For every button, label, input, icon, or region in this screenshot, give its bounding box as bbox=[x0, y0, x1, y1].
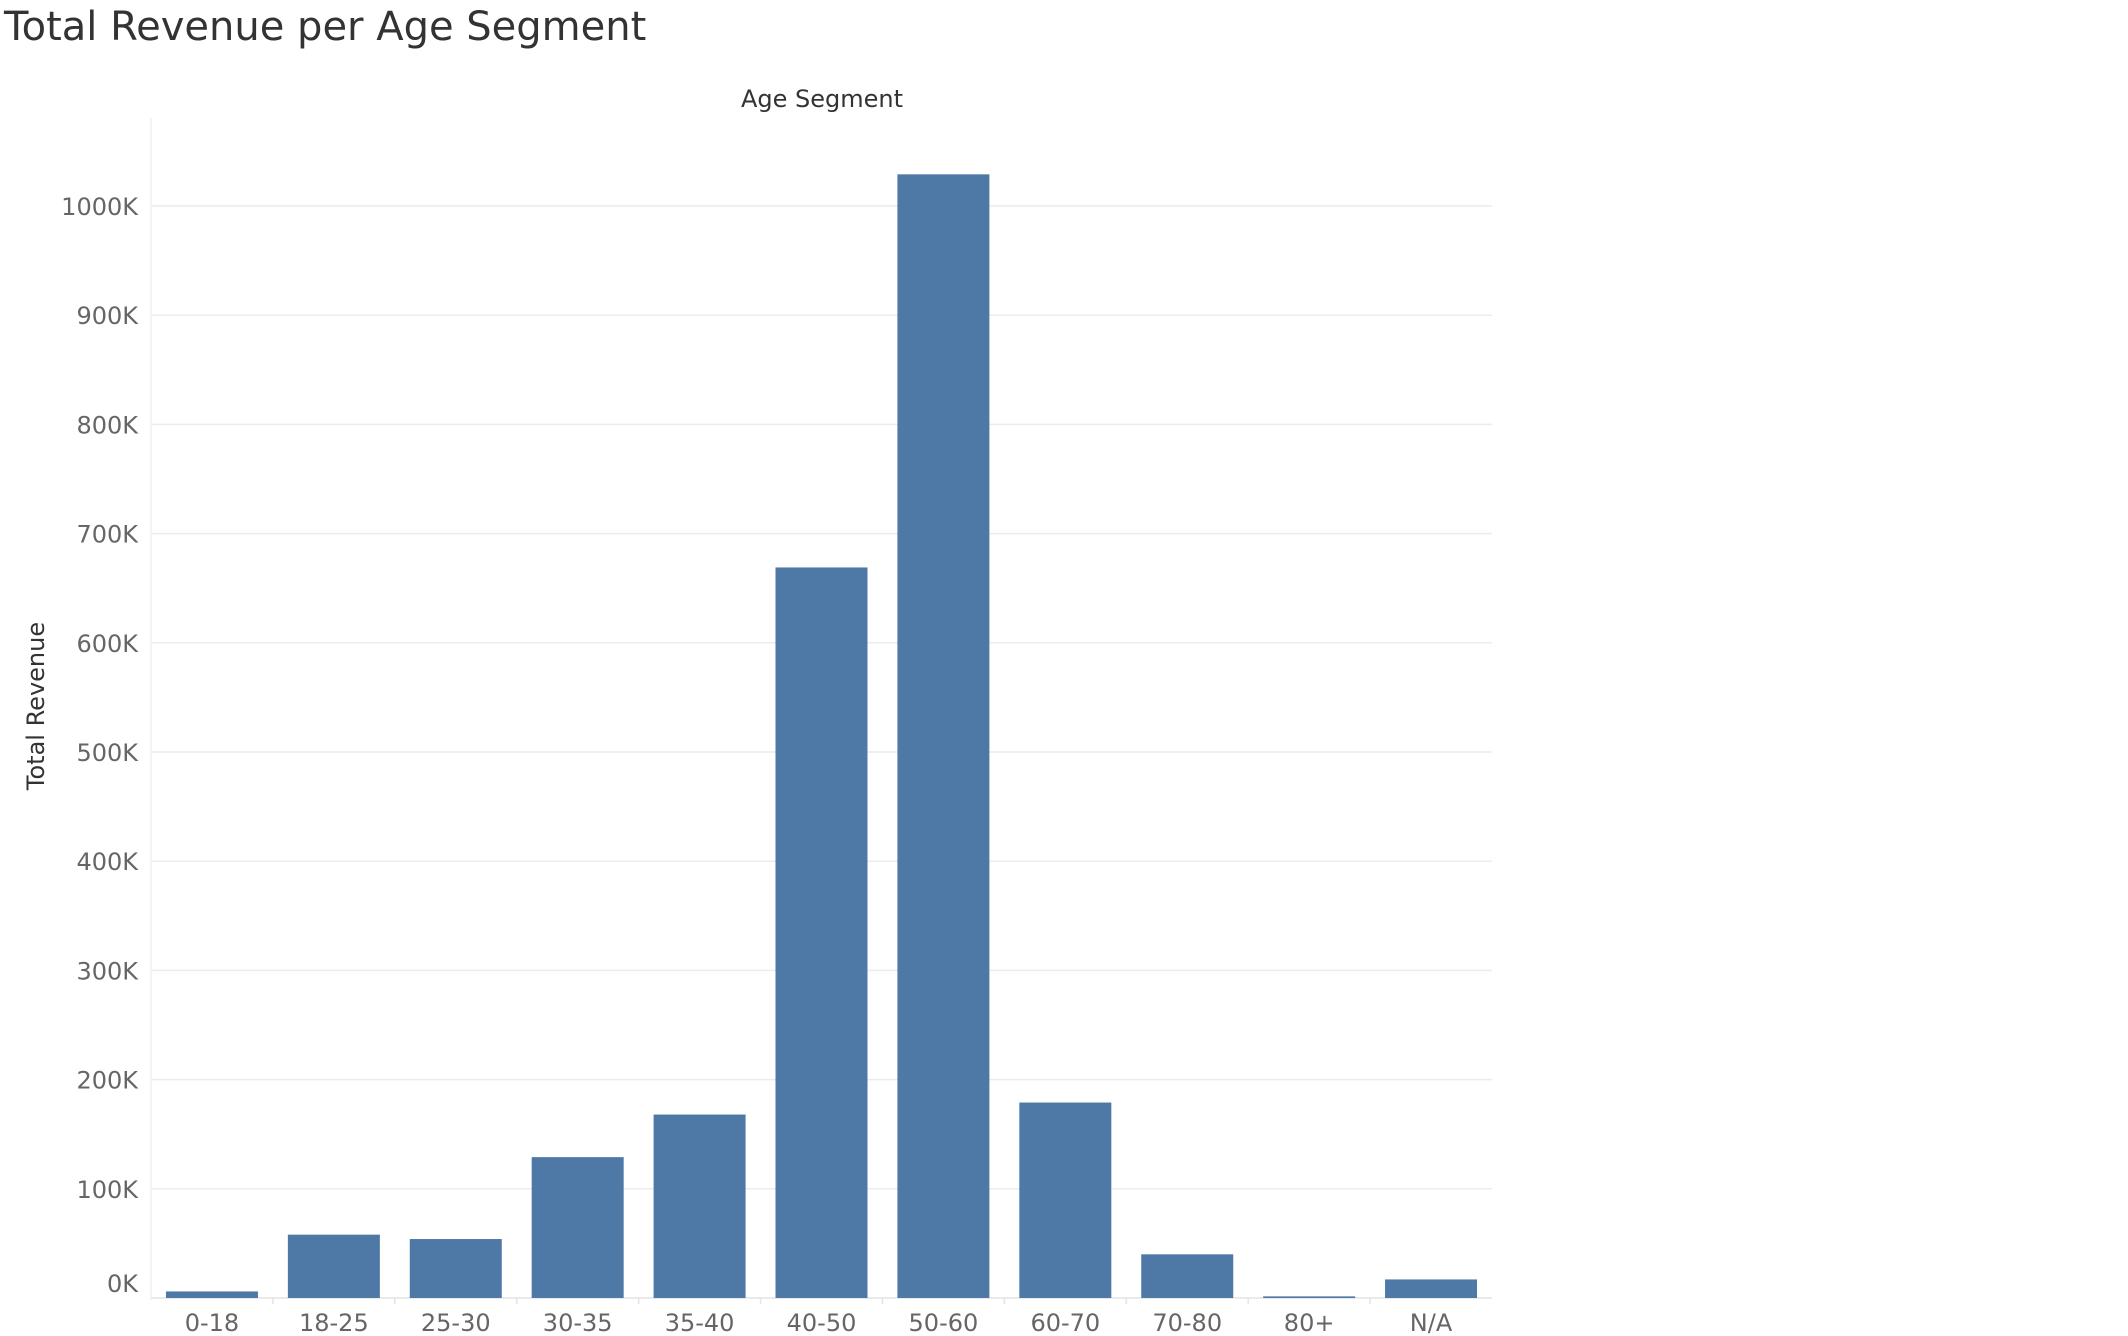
bars bbox=[165, 174, 1478, 1298]
bar bbox=[287, 1234, 380, 1298]
x-tick-label: 80+ bbox=[1284, 1309, 1335, 1336]
bar bbox=[1141, 1254, 1234, 1298]
y-axis-title: Total Revenue bbox=[22, 622, 50, 791]
x-tick-label: 0-18 bbox=[185, 1309, 239, 1336]
x-tick-label: 25-30 bbox=[421, 1309, 491, 1336]
x-tick-label: 40-50 bbox=[787, 1309, 857, 1336]
x-tick-label: 18-25 bbox=[299, 1309, 369, 1336]
x-tick-label: N/A bbox=[1410, 1309, 1453, 1336]
bar bbox=[409, 1239, 502, 1298]
y-tick-label: 400K bbox=[76, 848, 139, 876]
bar bbox=[165, 1291, 258, 1298]
x-tick-label: 35-40 bbox=[665, 1309, 735, 1336]
x-tick-label: 30-35 bbox=[543, 1309, 613, 1336]
y-tick-label: 300K bbox=[76, 957, 139, 985]
bar bbox=[1263, 1296, 1356, 1298]
x-axis-title: Age Segment bbox=[741, 85, 903, 113]
chart-title: Total Revenue per Age Segment bbox=[4, 4, 647, 50]
y-tick-label: 600K bbox=[76, 630, 139, 658]
y-tick-label: 500K bbox=[76, 739, 139, 767]
y-tick-label: 1000K bbox=[61, 193, 139, 221]
bar bbox=[775, 567, 868, 1298]
x-tick-label: 70-80 bbox=[1152, 1309, 1222, 1336]
bar bbox=[897, 174, 990, 1298]
bar bbox=[531, 1157, 624, 1298]
y-tick-label: 100K bbox=[76, 1176, 139, 1204]
y-tick-label: 800K bbox=[76, 411, 139, 439]
x-tick-label: 50-60 bbox=[909, 1309, 979, 1336]
y-tick-label: 0K bbox=[107, 1270, 139, 1298]
y-tick-label: 700K bbox=[76, 521, 139, 549]
bar bbox=[1385, 1279, 1478, 1298]
x-tick-label: 60-70 bbox=[1030, 1309, 1100, 1336]
axes: 0K 100K 200K 300K 400K 500K 600K 700K 800K 900K 10… bbox=[61, 118, 1453, 1336]
bar bbox=[653, 1114, 746, 1298]
y-tick-label: 200K bbox=[76, 1067, 139, 1095]
y-tick-label: 900K bbox=[76, 302, 139, 330]
bar bbox=[1019, 1102, 1112, 1298]
